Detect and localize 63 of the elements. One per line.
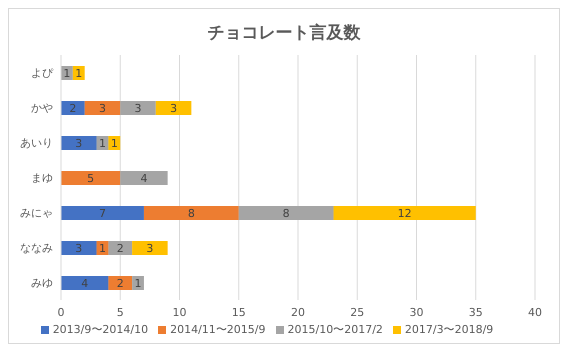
x-tick-label: 20 <box>291 306 305 319</box>
bar <box>144 206 239 220</box>
x-tick-label: 25 <box>350 306 364 319</box>
data-label: 2 <box>116 276 124 290</box>
legend-label: 2017/3〜2018/9 <box>404 323 494 336</box>
data-label: 1 <box>98 136 106 150</box>
legend-label: 2013/9〜2014/10 <box>52 323 148 336</box>
data-label: 3 <box>134 102 142 115</box>
bar <box>120 171 168 185</box>
data-label: 1 <box>110 136 118 150</box>
bar <box>96 136 108 150</box>
bar <box>96 241 108 255</box>
y-tick-label: あいり <box>20 136 53 150</box>
x-tick-label: 15 <box>232 306 246 319</box>
bar <box>132 241 168 255</box>
data-label: 4 <box>81 276 88 290</box>
bar <box>156 101 192 115</box>
bar <box>238 206 334 220</box>
data-label: 7 <box>98 206 106 220</box>
bar <box>84 101 120 115</box>
bar <box>120 101 156 115</box>
chart-title: チョコレート言及数 <box>206 22 362 45</box>
bar <box>61 276 108 290</box>
data-label: 3 <box>170 102 178 115</box>
data-label: 12 <box>398 206 412 220</box>
bar <box>61 136 97 150</box>
legend-label: 2015/10〜2017/2 <box>288 323 383 336</box>
data-label: 2 <box>116 242 124 255</box>
x-tick-label: 40 <box>528 306 542 319</box>
bar <box>61 171 120 185</box>
y-tick-label: みゆ <box>31 276 53 290</box>
y-tick-label: かや <box>31 101 53 114</box>
bar <box>108 241 132 255</box>
bar <box>108 136 120 150</box>
legend-label: 2014/11〜2015/9 <box>170 323 266 336</box>
bar <box>61 206 144 220</box>
x-tick-label: 30 <box>410 306 424 319</box>
data-label: 4 <box>140 172 148 185</box>
x-tick-label: 0 <box>58 306 64 319</box>
x-tick-label: 35 <box>468 306 483 319</box>
data-label: 3 <box>75 242 82 255</box>
bar <box>108 276 132 290</box>
x-tick-label: 10 <box>172 306 186 319</box>
data-label: 3 <box>75 136 82 150</box>
y-tick-label: よぴ <box>31 66 54 80</box>
x-tick-label: 5 <box>116 306 124 319</box>
bar <box>61 241 97 255</box>
bar <box>334 206 476 220</box>
data-label: 1 <box>75 66 82 80</box>
y-tick-label: みにゃ <box>20 206 53 220</box>
bar <box>132 276 144 290</box>
data-label: 5 <box>87 172 94 185</box>
y-tick-label: まゆ <box>31 171 53 184</box>
data-label: 3 <box>146 242 154 255</box>
data-label: 1 <box>63 66 70 80</box>
data-label: 1 <box>134 276 142 290</box>
data-label: 8 <box>282 206 290 220</box>
data-label: 3 <box>98 102 106 115</box>
data-label: 8 <box>188 206 195 220</box>
bar <box>61 101 85 115</box>
data-label: 2 <box>69 102 76 115</box>
data-label: 1 <box>98 242 106 255</box>
y-tick-label: ななみ <box>20 241 53 254</box>
